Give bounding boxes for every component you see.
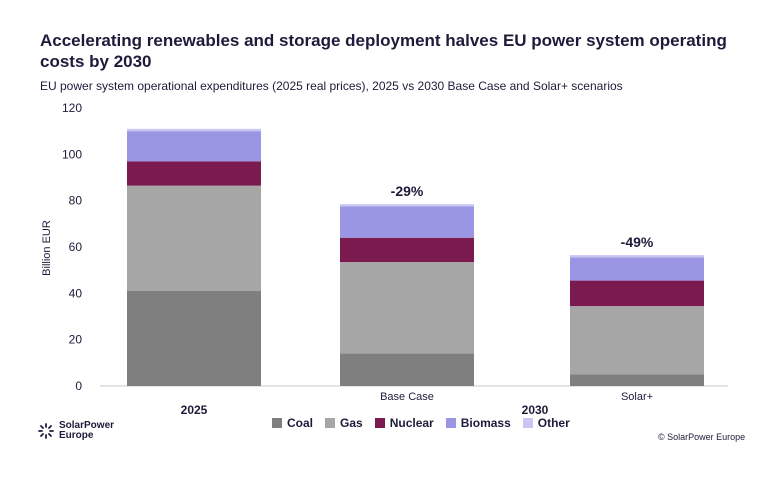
bar-segment-nuclear: [570, 280, 704, 307]
legend-swatch: [445, 418, 456, 428]
legend-swatch: [325, 418, 336, 428]
bar-segment-biomass: [127, 131, 261, 162]
bar-segment-nuclear: [127, 161, 261, 186]
y-tick-label: 40: [69, 286, 83, 300]
y-tick-label: 0: [75, 379, 82, 393]
group-label: 2030: [522, 403, 549, 417]
bar-segment-gas: [570, 306, 704, 375]
chart-title: Accelerating renewables and storage depl…: [40, 31, 727, 71]
legend-item-coal: Coal: [272, 416, 313, 430]
category-label: Solar+: [621, 391, 653, 403]
y-tick-label: 60: [69, 240, 83, 254]
y-tick-label: 20: [69, 333, 83, 347]
legend-item-nuclear: Nuclear: [374, 416, 434, 430]
legend-label: Nuclear: [389, 416, 434, 430]
y-axis: 0 20 40 60 80 100 120: [62, 101, 82, 393]
legend-item-gas: Gas: [325, 416, 363, 430]
y-axis-label: Billion EUR: [41, 220, 53, 276]
bar-segment-nuclear: [340, 237, 474, 263]
bars: [127, 128, 704, 386]
logo-text: SolarPower Europe: [59, 420, 115, 441]
change-annotation: -29%: [391, 183, 424, 199]
legend-swatch: [272, 418, 282, 428]
legend-swatch: [522, 418, 533, 428]
y-tick-label: 100: [62, 147, 82, 161]
change-annotation: -49%: [621, 234, 654, 250]
legend-item-other: Other: [522, 416, 570, 430]
copyright: © SolarPower Europe: [658, 432, 746, 442]
y-tick-label: 80: [69, 194, 83, 208]
bar-segment-biomass: [570, 257, 704, 281]
bar-segment-gas: [340, 262, 474, 354]
legend-label: Biomass: [460, 416, 511, 430]
sun-logo-icon: [38, 423, 54, 439]
legend-item-biomass: Biomass: [445, 416, 511, 430]
category-label: Base Case: [380, 391, 434, 403]
legend-label: Other: [537, 416, 570, 430]
legend-label: Gas: [340, 416, 363, 430]
bar-segment-other: [127, 128, 261, 132]
legend-label: Coal: [287, 416, 314, 430]
legend: Coal Gas Nuclear Biomass Other: [272, 416, 570, 430]
legend-swatch: [374, 418, 385, 428]
bar-segment-coal: [127, 291, 261, 386]
bar-segment-other: [570, 255, 704, 258]
bar-segment-other: [340, 204, 474, 207]
bar-segment-coal: [570, 374, 704, 386]
solarpower-europe-logo: SolarPower Europe: [38, 421, 121, 441]
bar-segment-gas: [127, 185, 261, 292]
bar-segment-coal: [340, 353, 474, 386]
group-label: 2025: [181, 403, 208, 417]
y-tick-label: 120: [62, 101, 82, 115]
category-labels: -29% Base Case -49% Solar+ 2025 2030: [181, 183, 654, 417]
bar-segment-biomass: [340, 206, 474, 238]
chart-subtitle: EU power system operational expenditures…: [40, 79, 623, 93]
